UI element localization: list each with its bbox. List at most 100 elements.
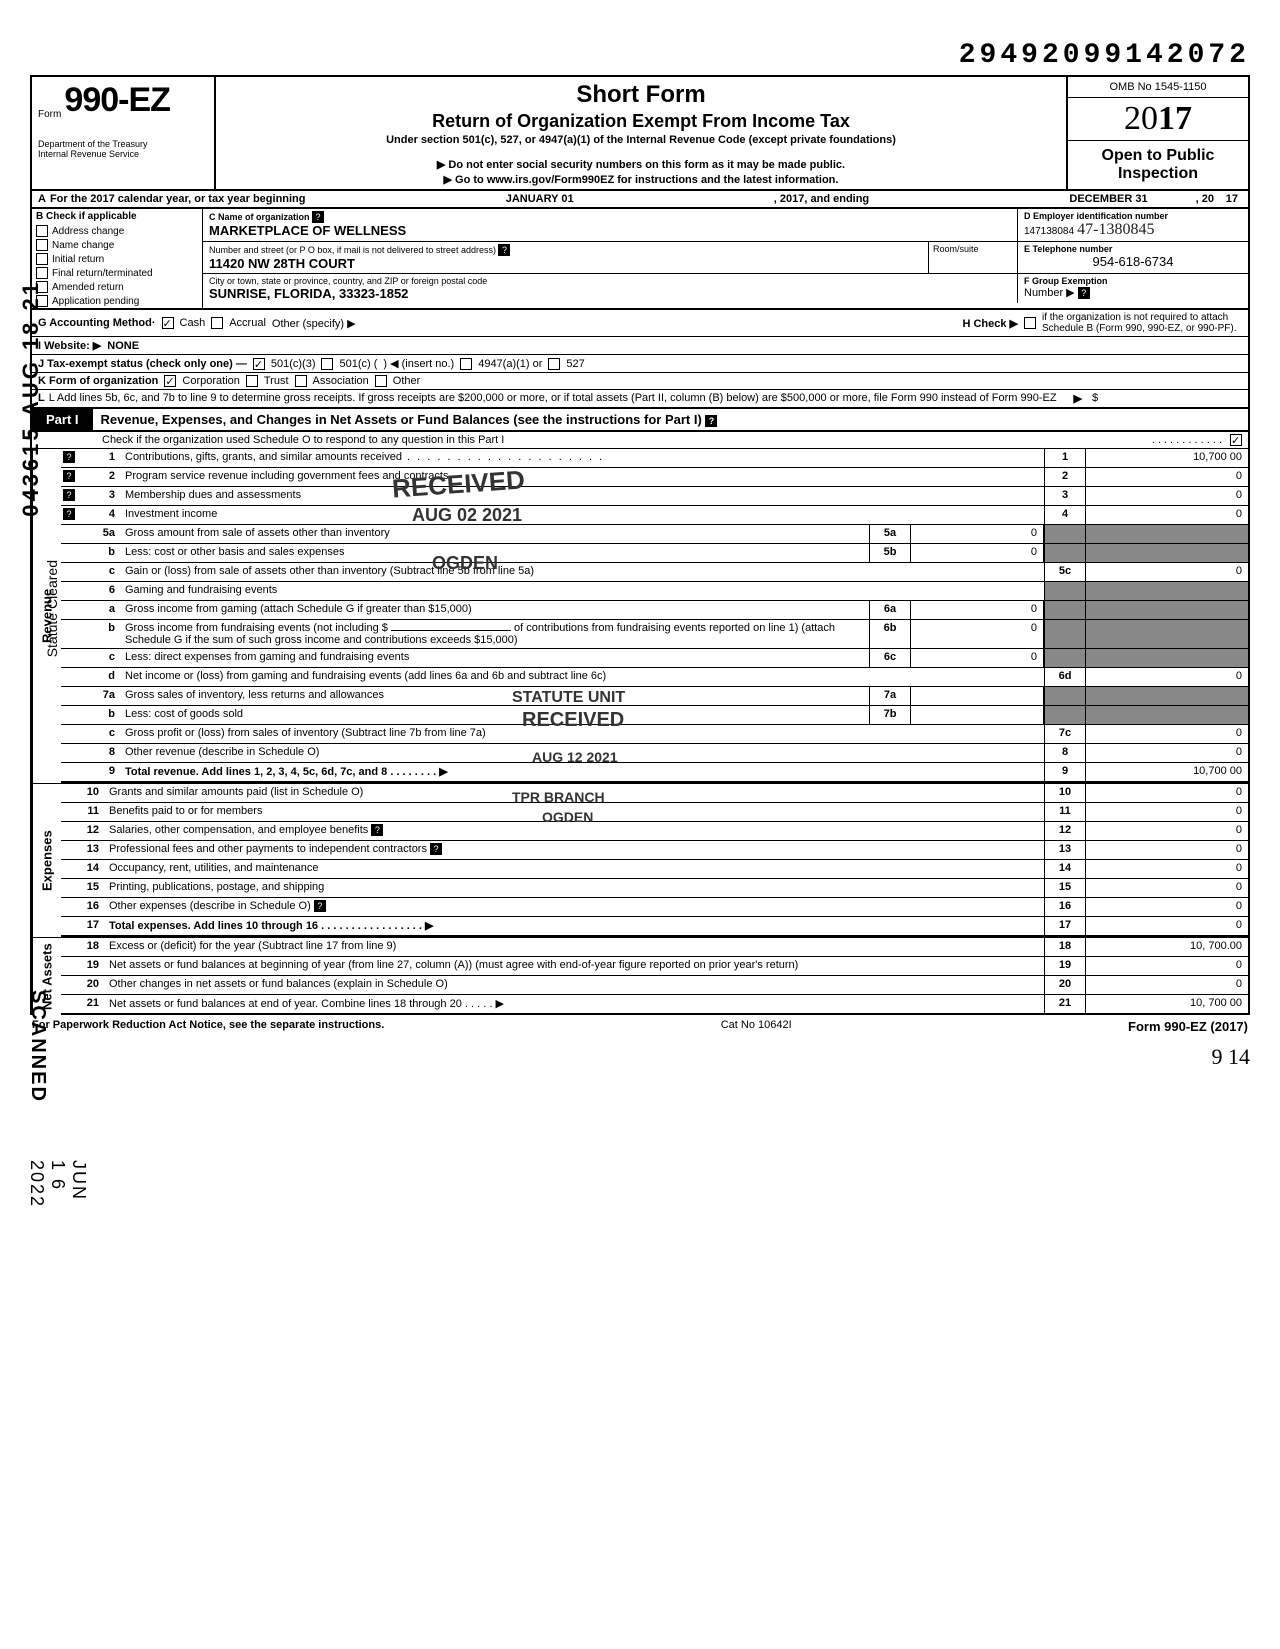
checkbox-h[interactable] [1024, 317, 1036, 329]
cash-lbl: Cash [180, 317, 206, 329]
line-amt: 10,700 00 [1086, 763, 1248, 781]
chk-address-change[interactable]: Address change [32, 224, 202, 238]
phone-cell: E Telephone number 954-618-6734 [1018, 242, 1248, 273]
checkbox-trust[interactable] [246, 375, 258, 387]
inner-amt: 0 [911, 544, 1044, 562]
line-amt [1086, 601, 1248, 619]
line-12: 12 Salaries, other compensation, and emp… [61, 822, 1248, 841]
line-6d: d Net income or (loss) from gaming and f… [61, 668, 1248, 687]
row-l: L L Add lines 5b, 6c, and 7b to line 9 t… [30, 390, 1250, 409]
row-a-mid: , 2017, and ending [774, 193, 869, 205]
line-amt: 0 [1086, 841, 1248, 859]
line-amt [1086, 525, 1248, 543]
checkbox-501c[interactable] [321, 358, 333, 370]
checkbox-corp[interactable] [164, 375, 176, 387]
line-amt: 0 [1086, 487, 1248, 505]
help-icon[interactable]: ? [314, 900, 326, 912]
row-a-text: For the 2017 calendar year, or tax year … [50, 193, 306, 205]
line-amt: 0 [1086, 803, 1248, 821]
out-num: 18 [1044, 938, 1086, 956]
part1-check-row: Check if the organization used Schedule … [30, 432, 1250, 449]
line-num: 21 [61, 995, 105, 1013]
line-num: c [77, 725, 121, 743]
line-5c: c Gain or (loss) from sale of assets oth… [61, 563, 1248, 582]
col-cd: C Name of organization ? MARKETPLACE OF … [203, 209, 1248, 308]
out-num: 14 [1044, 860, 1086, 878]
title-note2: ▶ Go to www.irs.gov/Form990EZ for instru… [224, 173, 1058, 186]
checkbox-icon [36, 239, 48, 251]
help-icon[interactable]: ? [63, 508, 75, 520]
checkbox-assoc[interactable] [295, 375, 307, 387]
help-icon[interactable]: ? [498, 244, 510, 256]
checkbox-other-org[interactable] [375, 375, 387, 387]
title-box: Short Form Return of Organization Exempt… [216, 77, 1068, 189]
e-lbl: E Telephone number [1024, 244, 1242, 254]
row-a-yy: 17 [1218, 193, 1238, 205]
checkbox-527[interactable] [548, 358, 560, 370]
page-number-handwritten: 9 14 [30, 1044, 1250, 1070]
checkbox-cash[interactable] [162, 317, 174, 329]
ein-cell: D Employer identification number 1471380… [1018, 209, 1248, 241]
inner-amt: 0 [911, 649, 1044, 667]
line-20: 20 Other changes in net assets or fund b… [61, 976, 1248, 995]
chk-label: Name change [52, 240, 114, 251]
tax-year: 2017 [1068, 98, 1248, 141]
line-amt [1086, 706, 1248, 724]
line-desc: Less: direct expenses from gaming and fu… [121, 649, 869, 667]
line-16: 16 Other expenses (describe in Schedule … [61, 898, 1248, 917]
line-num: b [77, 544, 121, 562]
line-6a: a Gross income from gaming (attach Sched… [61, 601, 1248, 620]
out-num: 21 [1044, 995, 1086, 1013]
row-a-end: DECEMBER 31 [1069, 193, 1147, 205]
chk-initial-return[interactable]: Initial return [32, 252, 202, 266]
help-icon[interactable]: ? [705, 415, 717, 427]
line-desc: Total revenue. Add lines 1, 2, 3, 4, 5c,… [121, 763, 1044, 781]
help-icon[interactable]: ? [63, 470, 75, 482]
chk-amended-return[interactable]: Amended return [32, 280, 202, 294]
help-icon[interactable]: ? [63, 489, 75, 501]
line-desc: Occupancy, rent, utilities, and maintena… [105, 860, 1044, 878]
line-num: 1 [77, 449, 121, 467]
chk-application-pending[interactable]: Application pending [32, 294, 202, 308]
checkbox-501c3[interactable] [253, 358, 265, 370]
checkbox-schedule-o[interactable] [1230, 434, 1242, 446]
line-num: b [77, 706, 121, 724]
checkbox-4947[interactable] [460, 358, 472, 370]
inner-num: 6c [869, 649, 911, 667]
help-icon[interactable]: ? [1078, 287, 1090, 299]
scanned-date: JUN 1 6 2022 [26, 1160, 89, 1208]
k-lbl: K Form of organization [38, 375, 158, 387]
f-lbl: F Group Exemption [1024, 276, 1242, 286]
ein-value: 47-1380845 [1077, 221, 1154, 238]
open-public: Open to Public Inspection [1068, 141, 1248, 189]
help-icon[interactable]: ? [63, 451, 75, 463]
help-icon[interactable]: ? [430, 843, 442, 855]
out-num: 12 [1044, 822, 1086, 840]
out-num [1044, 544, 1086, 562]
checkbox-icon [36, 225, 48, 237]
side-netassets: Net Assets [32, 938, 61, 1015]
checkbox-accrual[interactable] [211, 317, 223, 329]
help-icon[interactable]: ? [371, 824, 383, 836]
chk-name-change[interactable]: Name change [32, 238, 202, 252]
checkbox-icon [36, 267, 48, 279]
out-num: 11 [1044, 803, 1086, 821]
chk-final-return[interactable]: Final return/terminated [32, 266, 202, 280]
line-num: 5a [77, 525, 121, 543]
org-name-cell: C Name of organization ? MARKETPLACE OF … [203, 209, 1018, 241]
help-icon[interactable]: ? [312, 211, 324, 223]
line-num: 3 [77, 487, 121, 505]
row-a-20: , 20 [1196, 193, 1214, 205]
footer-right: Form 990-EZ (2017) [1128, 1019, 1248, 1034]
line-amt: 10, 700.00 [1086, 938, 1248, 956]
line-desc: Investment income [121, 506, 1044, 524]
line-desc: Salaries, other compensation, and employ… [105, 822, 1044, 840]
inner-amt [911, 687, 1044, 705]
line-desc: Printing, publications, postage, and shi… [105, 879, 1044, 897]
out-num: 20 [1044, 976, 1086, 994]
part1-check-text: Check if the organization used Schedule … [102, 434, 1152, 446]
city-lbl: City or town, state or province, country… [209, 276, 1011, 286]
line-amt: 0 [1086, 784, 1248, 802]
inner-num: 5b [869, 544, 911, 562]
form-box: Form 990-EZ Department of the Treasury I… [32, 77, 216, 189]
